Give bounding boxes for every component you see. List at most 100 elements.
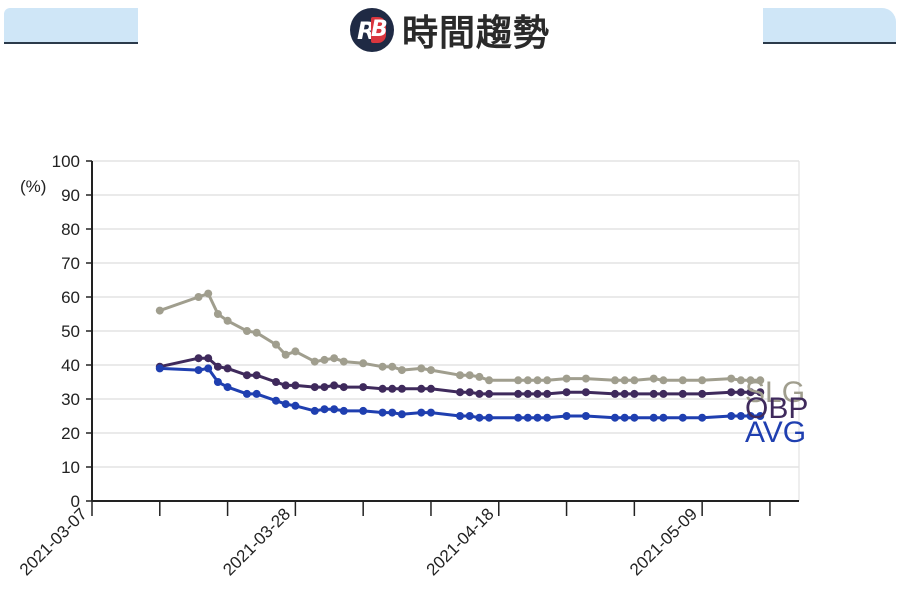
y-tick-label: 80 xyxy=(61,220,80,239)
data-point-avg xyxy=(562,412,571,420)
data-point-slg xyxy=(330,354,339,363)
data-point-obp xyxy=(320,383,329,392)
left-tab[interactable] xyxy=(4,8,138,44)
x-tick-label: 2021-03-07 xyxy=(16,504,91,579)
data-point-slg xyxy=(397,366,406,375)
data-point-avg xyxy=(649,413,658,422)
data-point-slg xyxy=(746,376,755,385)
data-point-obp xyxy=(417,384,426,393)
data-point-obp xyxy=(465,388,474,397)
data-point-slg xyxy=(581,374,590,383)
data-point-avg xyxy=(610,413,619,422)
data-point-avg xyxy=(320,405,329,414)
data-point-slg xyxy=(475,372,484,381)
data-point-avg xyxy=(213,378,222,386)
data-point-slg xyxy=(533,376,542,385)
data-point-avg xyxy=(378,408,387,417)
x-tick-label: 2021-04-18 xyxy=(423,504,498,579)
y-tick-label: 30 xyxy=(61,390,80,409)
data-point-obp xyxy=(252,371,261,380)
data-point-obp xyxy=(281,381,290,390)
data-point-avg xyxy=(330,405,339,414)
data-point-slg xyxy=(359,359,368,368)
right-tab[interactable] xyxy=(763,8,896,44)
data-point-slg xyxy=(194,293,203,301)
data-point-slg xyxy=(659,376,668,385)
data-point-slg xyxy=(562,374,571,383)
data-point-slg xyxy=(514,376,523,385)
logo-letter-r: R xyxy=(356,17,376,45)
data-point-avg xyxy=(630,413,639,422)
data-point-obp xyxy=(736,388,745,397)
data-point-avg xyxy=(736,412,745,420)
data-point-avg xyxy=(281,400,290,409)
data-point-avg xyxy=(727,412,736,420)
y-tick-label: 90 xyxy=(61,186,80,205)
data-point-obp xyxy=(659,389,668,398)
data-point-slg xyxy=(736,376,745,385)
data-point-obp xyxy=(543,389,552,398)
data-point-obp xyxy=(456,388,465,397)
data-point-obp xyxy=(204,354,213,363)
y-tick-label: 40 xyxy=(61,356,80,375)
data-point-obp xyxy=(698,389,707,398)
data-point-avg xyxy=(465,412,474,420)
data-point-slg xyxy=(272,340,281,349)
data-point-obp xyxy=(426,384,435,393)
data-point-slg xyxy=(155,306,164,315)
data-point-avg xyxy=(756,412,765,420)
data-point-obp xyxy=(562,388,571,397)
data-point-avg xyxy=(252,389,261,398)
data-point-avg xyxy=(523,413,532,422)
data-point-avg xyxy=(485,413,494,422)
data-point-obp xyxy=(756,388,765,397)
data-point-obp xyxy=(378,384,387,393)
data-point-obp xyxy=(678,389,687,398)
page-title: 時間趨勢 xyxy=(401,13,550,54)
data-point-obp xyxy=(397,384,406,393)
data-point-obp xyxy=(339,383,348,392)
series-line-slg xyxy=(159,292,761,382)
y-tick-label: 10 xyxy=(61,458,80,477)
rb-logo-icon: R B xyxy=(349,8,394,52)
header: R B 時間趨勢 xyxy=(0,8,900,54)
data-point-avg xyxy=(359,406,368,415)
data-point-slg xyxy=(426,366,435,375)
grid-layer xyxy=(92,160,800,501)
data-point-avg xyxy=(533,413,542,422)
data-point-avg xyxy=(746,412,755,420)
data-point-obp xyxy=(291,381,300,390)
data-point-slg xyxy=(223,316,232,325)
data-point-avg xyxy=(426,408,435,417)
data-point-avg xyxy=(291,401,300,410)
data-point-avg xyxy=(339,406,348,415)
data-point-obp xyxy=(194,354,203,363)
data-point-slg xyxy=(456,371,465,380)
data-point-obp xyxy=(514,389,523,398)
data-point-obp xyxy=(330,381,339,390)
data-point-obp xyxy=(533,389,542,398)
data-point-obp xyxy=(359,383,368,392)
data-point-slg xyxy=(242,327,251,335)
data-point-slg xyxy=(756,376,765,385)
x-tick-label: 2021-05-09 xyxy=(626,504,701,579)
data-point-slg xyxy=(281,350,290,359)
logo-letter-b: B xyxy=(370,17,388,43)
data-point-obp xyxy=(242,371,251,380)
data-point-slg xyxy=(388,362,397,371)
data-point-obp xyxy=(610,389,619,398)
data-point-slg xyxy=(252,328,261,337)
data-point-slg xyxy=(678,376,687,385)
data-point-slg xyxy=(727,374,736,383)
data-point-avg xyxy=(272,396,281,405)
data-point-obp xyxy=(272,378,281,386)
y-unit-label: (%) xyxy=(20,177,46,196)
data-point-obp xyxy=(213,362,222,371)
data-point-avg xyxy=(194,366,203,375)
data-point-slg xyxy=(378,362,387,371)
data-point-slg xyxy=(291,347,300,356)
series-label-avg: AVG xyxy=(745,416,806,449)
data-point-avg xyxy=(155,364,164,373)
y-tick-label: 60 xyxy=(61,288,80,307)
